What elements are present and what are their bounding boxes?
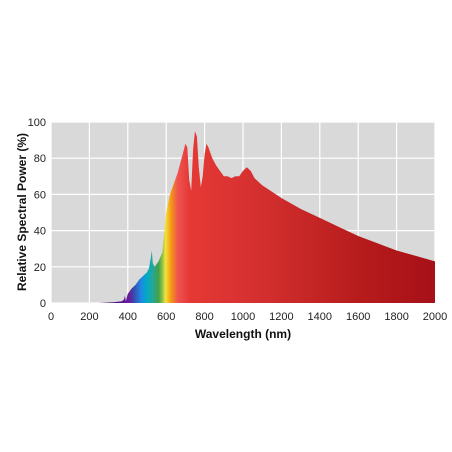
y-tick-label: 40 — [34, 226, 46, 238]
y-axis-ticks: 0 20 40 60 80 100 — [28, 117, 46, 310]
x-tick-label: 800 — [195, 311, 213, 323]
x-tick-label: 1400 — [308, 311, 332, 323]
spectrum-area — [99, 131, 435, 303]
x-axis-title: Wavelength (nm) — [195, 327, 291, 341]
x-tick-label: 1000 — [231, 311, 255, 323]
x-tick-label: 1600 — [346, 311, 370, 323]
x-tick-label: 1800 — [384, 311, 408, 323]
x-tick-label: 0 — [48, 311, 54, 323]
x-tick-label: 200 — [80, 311, 98, 323]
y-axis-title: Relative Spectral Power (%) — [15, 133, 29, 291]
x-axis-ticks: 0 200 400 600 800 1000 1200 1400 1600 1800 2000 — [48, 311, 447, 323]
y-tick-label: 0 — [40, 298, 46, 310]
y-tick-label: 80 — [34, 153, 46, 165]
spectrum-area-path — [99, 131, 435, 303]
y-tick-label: 20 — [34, 262, 46, 274]
y-tick-label: 60 — [34, 189, 46, 201]
x-tick-label: 600 — [157, 311, 175, 323]
x-tick-label: 2000 — [423, 311, 447, 323]
y-tick-label: 100 — [28, 117, 46, 129]
x-tick-label: 400 — [119, 311, 137, 323]
x-tick-label: 1200 — [269, 311, 293, 323]
